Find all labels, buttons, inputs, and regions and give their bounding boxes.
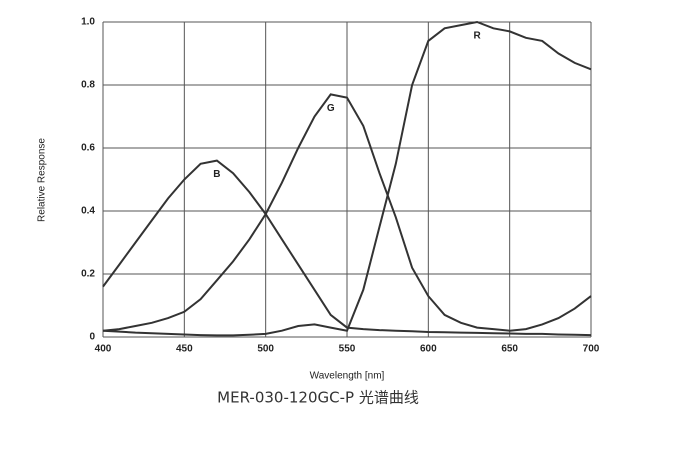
y-tick-label: 0.6 <box>81 143 95 154</box>
y-tick-label: 1.0 <box>81 17 95 28</box>
series-label: B <box>213 169 220 180</box>
series-label: G <box>327 103 335 114</box>
y-tick-label: 0.4 <box>81 206 95 217</box>
series-line <box>102 159 592 337</box>
series-line <box>102 93 592 332</box>
y-axis-label: Relative Response <box>37 138 48 222</box>
x-tick-label: 700 <box>583 344 600 355</box>
series-line <box>102 20 592 337</box>
caption: MER-030-120GC-P 光谱曲线 <box>217 389 419 407</box>
x-axis-label: Wavelength [nm] <box>310 371 385 382</box>
x-tick-label: 600 <box>420 344 437 355</box>
series-label: R <box>474 31 482 42</box>
x-tick-label: 650 <box>501 344 518 355</box>
y-tick-label: 0 <box>89 332 95 343</box>
x-tick-label: 450 <box>176 344 193 355</box>
y-tick-label: 0.2 <box>81 269 95 280</box>
x-tick-label: 550 <box>339 344 356 355</box>
x-tick-label: 400 <box>95 344 112 355</box>
y-tick-label: 0.8 <box>81 80 95 91</box>
x-tick-label: 500 <box>257 344 274 355</box>
